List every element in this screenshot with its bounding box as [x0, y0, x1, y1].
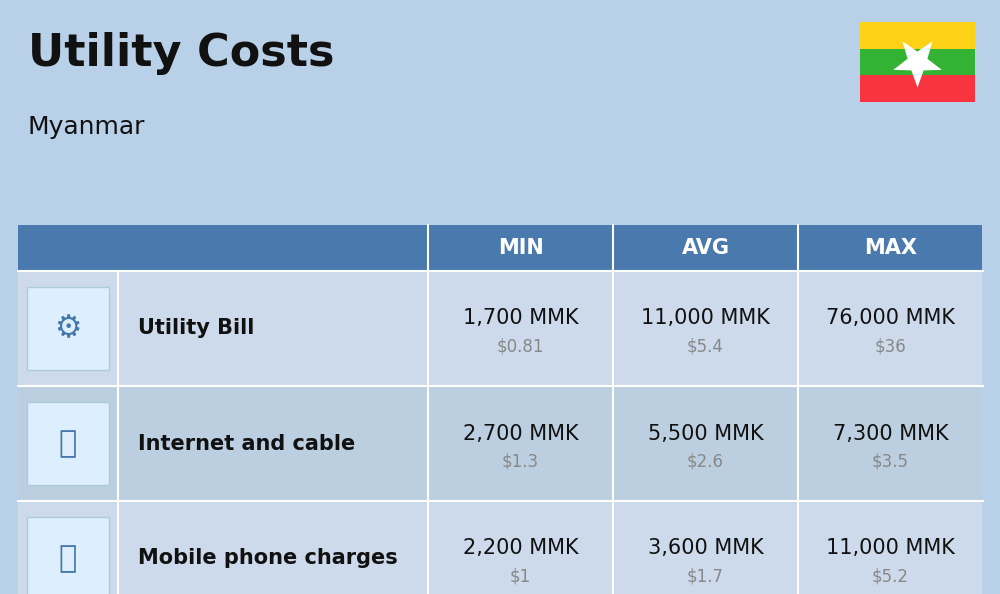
Text: $5.4: $5.4	[687, 337, 724, 355]
Polygon shape	[893, 42, 942, 87]
Text: 76,000 MMK: 76,000 MMK	[826, 308, 955, 328]
Bar	[27, 402, 109, 485]
Text: ⚙: ⚙	[54, 314, 82, 343]
Text: $1.3: $1.3	[502, 453, 539, 470]
Text: $36: $36	[875, 337, 906, 355]
Text: Myanmar: Myanmar	[28, 115, 146, 139]
Text: 2,200 MMK: 2,200 MMK	[463, 539, 578, 558]
Text: 5,500 MMK: 5,500 MMK	[648, 424, 763, 444]
Text: Utility Bill: Utility Bill	[138, 318, 254, 339]
Text: $2.6: $2.6	[687, 453, 724, 470]
Bar	[27, 517, 109, 594]
Text: $1.7: $1.7	[687, 567, 724, 586]
Text: 11,000 MMK: 11,000 MMK	[826, 539, 955, 558]
Text: MAX: MAX	[864, 238, 917, 258]
Text: 11,000 MMK: 11,000 MMK	[641, 308, 770, 328]
Text: 3,600 MMK: 3,600 MMK	[648, 539, 763, 558]
Text: AVG: AVG	[682, 238, 730, 258]
Text: 7,300 MMK: 7,300 MMK	[833, 424, 948, 444]
Text: 1,700 MMK: 1,700 MMK	[463, 308, 578, 328]
Text: $1: $1	[510, 567, 531, 586]
Text: 📱: 📱	[59, 544, 77, 573]
Text: Utility Costs: Utility Costs	[28, 32, 334, 75]
Text: 📶: 📶	[59, 429, 77, 458]
Bar	[860, 22, 975, 49]
Text: $5.2: $5.2	[872, 567, 909, 586]
Bar	[860, 49, 975, 75]
Text: $3.5: $3.5	[872, 453, 909, 470]
Text: MIN: MIN	[498, 238, 543, 258]
Bar	[18, 225, 982, 271]
Text: Mobile phone charges: Mobile phone charges	[138, 548, 398, 568]
Bar	[27, 287, 109, 370]
Bar	[18, 501, 982, 594]
Bar	[18, 271, 982, 386]
Bar	[860, 75, 975, 102]
Text: 2,700 MMK: 2,700 MMK	[463, 424, 578, 444]
Text: $0.81: $0.81	[497, 337, 544, 355]
Bar	[18, 386, 982, 501]
Text: Internet and cable: Internet and cable	[138, 434, 355, 453]
